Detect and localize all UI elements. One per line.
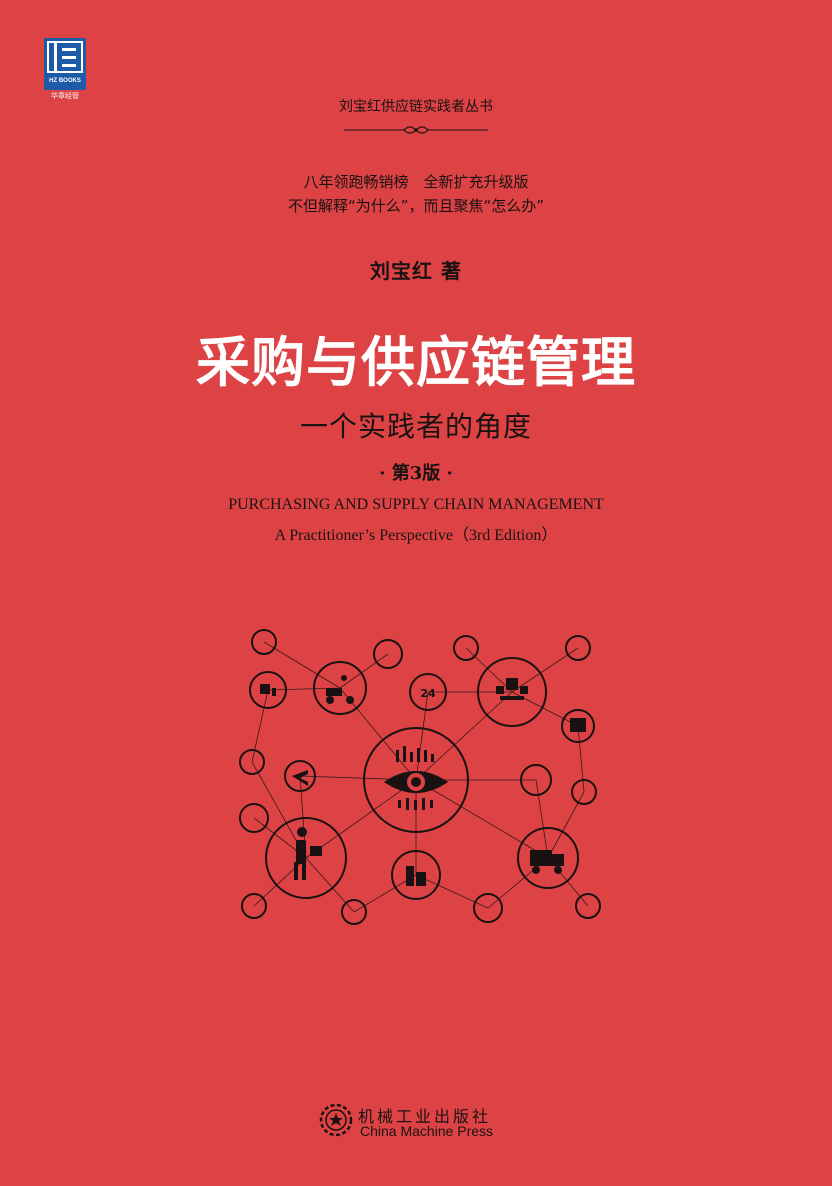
series-name: 刘宝红供应链实践者丛书: [339, 99, 493, 115]
ornament-divider: [344, 121, 488, 140]
author: 刘宝红 著: [370, 259, 462, 283]
supply-network-illustration: 24: [239, 629, 601, 925]
publisher-name-en: China Machine Press: [360, 1123, 494, 1139]
tagline-1: 八年领跑畅销榜 全新扩充升级版: [303, 173, 529, 191]
svg-text:24: 24: [420, 687, 436, 700]
logo-brand: HZ BOOKS: [49, 78, 81, 84]
logo-chinese: 华章经管: [51, 92, 79, 100]
publisher-name-cn: 机械工业出版社: [358, 1107, 492, 1126]
english-subtitle: A Practitioner’s Perspective（3rd Edition…: [274, 527, 558, 544]
tagline-2: 不但解释“为什么”，而且聚焦“怎么办”: [287, 197, 545, 215]
english-title: PURCHASING AND SUPPLY CHAIN MANAGEMENT: [228, 496, 604, 513]
publisher-gear-logo-icon: [319, 1103, 353, 1137]
publisher-block: 机械工业出版社 China Machine Press: [318, 1098, 528, 1146]
center-node: [363, 727, 469, 833]
edition: · 第3版 ·: [379, 463, 453, 484]
hz-books-logo-icon: HZ BOOKS: [44, 38, 86, 90]
publisher-logo: HZ BOOKS 华章经管: [44, 38, 86, 100]
book-title: 采购与供应链管理: [196, 330, 636, 394]
book-subtitle: 一个实践者的角度: [299, 410, 532, 443]
